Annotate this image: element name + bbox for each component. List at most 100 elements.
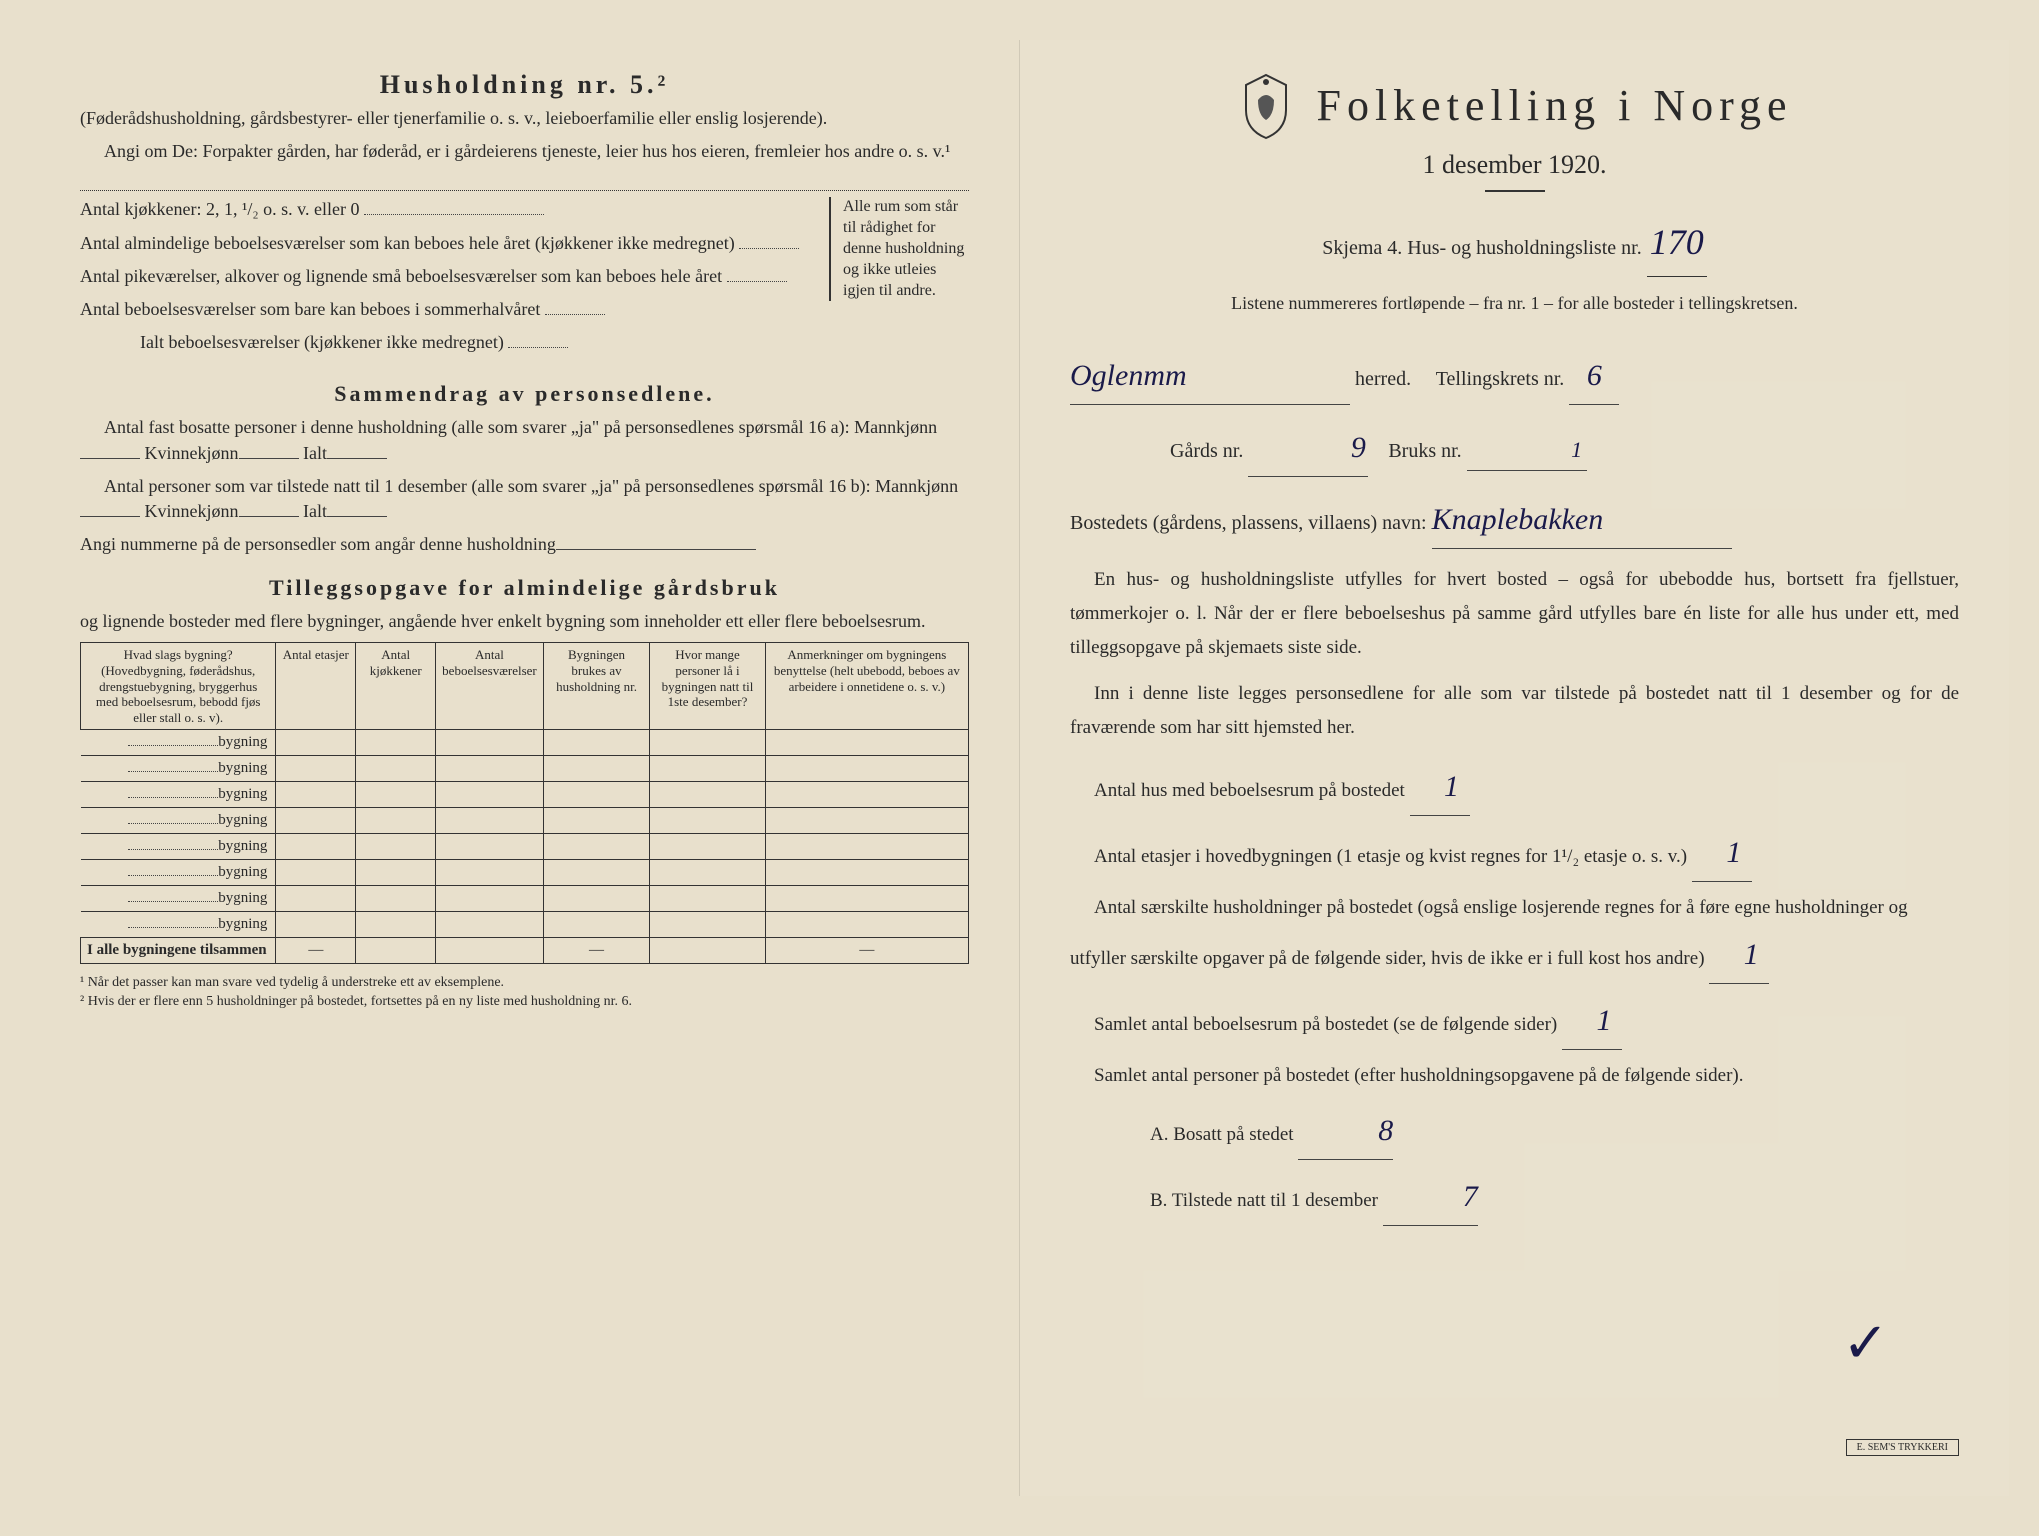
bygning-label: bygning [81, 756, 276, 782]
skjema-value: 170 [1647, 208, 1707, 277]
cell [765, 860, 968, 886]
para-2: Inn i denne liste legges personsedlene f… [1070, 677, 1959, 745]
ialt-blank [508, 347, 568, 348]
cell [276, 886, 356, 912]
cell [765, 886, 968, 912]
cell [276, 756, 356, 782]
cell [436, 886, 544, 912]
cell [765, 782, 968, 808]
total-blank-2 [436, 938, 544, 964]
table-header-row: Hvad slags bygning? (Hovedbygning, føder… [81, 643, 969, 730]
room-row-2: Antal pikeværelser, alkover og lignende … [80, 266, 722, 286]
herred-label: herred. [1355, 368, 1411, 390]
tillegg-sub: og lignende bosteder med flere bygninger… [80, 609, 969, 634]
cell [276, 860, 356, 886]
tilstede-label: B. Tilstede natt til 1 desember [1150, 1190, 1378, 1211]
samlet-beboelse-value: 1 [1562, 992, 1622, 1050]
table-row: bygning [81, 886, 969, 912]
cell [436, 808, 544, 834]
i1-blank [327, 458, 387, 459]
cell [276, 782, 356, 808]
cell [650, 886, 765, 912]
bruks-label: Bruks nr. [1388, 440, 1461, 462]
th-1: Hvad slags bygning? (Hovedbygning, føder… [81, 643, 276, 730]
title-row: Folketelling i Norge [1070, 70, 1959, 140]
i2-blank [327, 516, 387, 517]
angi-num: Angi nummerne på de personsedler som ang… [80, 534, 556, 554]
household-subheading: (Føderådshusholdning, gårdsbestyrer- ell… [80, 106, 969, 131]
cell [276, 808, 356, 834]
total-blank-1 [356, 938, 436, 964]
m1-blank [80, 458, 140, 459]
table-total-row: I alle bygningene tilsammen — — — [81, 938, 969, 964]
cell [356, 860, 436, 886]
cell [356, 886, 436, 912]
bostedets-label: Bostedets (gårdens, plassens, villaens) … [1070, 512, 1427, 534]
cell [650, 782, 765, 808]
cell [765, 834, 968, 860]
th-6: Hvor mange personer lå i bygningen natt … [650, 643, 765, 730]
angi-text: Angi om De: Forpakter gården, har føderå… [80, 139, 969, 164]
cell [765, 912, 968, 938]
bygning-label: bygning [81, 886, 276, 912]
bruks-value: 1 [1467, 429, 1587, 472]
th-4: Antal beboelsesværelser [436, 643, 544, 730]
skjema-label: Skjema 4. Hus- og husholdningsliste nr. [1322, 237, 1641, 259]
cell [276, 912, 356, 938]
cell [650, 860, 765, 886]
table-row: bygning [81, 730, 969, 756]
th-3: Antal kjøkkener [356, 643, 436, 730]
total-dash-1: — [276, 938, 356, 964]
cell [543, 730, 650, 756]
antal-hush-label: Antal særskilte husholdninger på bostede… [1070, 897, 1908, 969]
th-2: Antal etasjer [276, 643, 356, 730]
kvinne2: Kvinnekjønn [145, 501, 239, 521]
checkmark-icon: ✓ [1842, 1311, 1889, 1376]
ialt2: Ialt [303, 501, 327, 521]
kjokken-blank [364, 214, 544, 215]
ialt1: Ialt [303, 443, 327, 463]
room-blank-3 [545, 314, 605, 315]
buildings-table: Hvad slags bygning? (Hovedbygning, føder… [80, 642, 969, 964]
cell [543, 808, 650, 834]
bygning-label: bygning [81, 808, 276, 834]
footnote-2: ² Hvis der er flere enn 5 husholdninger … [80, 993, 969, 1011]
samm1-text: Antal fast bosatte personer i denne hush… [104, 417, 937, 437]
cell [543, 886, 650, 912]
tillegg-heading: Tilleggsopgave for almindelige gårdsbruk [80, 575, 969, 601]
th-5: Bygningen brukes av husholdning nr. [543, 643, 650, 730]
cell [765, 808, 968, 834]
bosatt-value: 8 [1298, 1102, 1393, 1160]
m2-blank [80, 516, 140, 517]
footnotes: ¹ Når det passer kan man svare ved tydel… [80, 974, 969, 1010]
cell [276, 730, 356, 756]
cell [650, 834, 765, 860]
tilstede-value: 7 [1383, 1168, 1478, 1226]
antal-etasjer-value: 1 [1692, 824, 1752, 882]
herred-value: Oglenmm [1070, 347, 1350, 405]
cell [543, 782, 650, 808]
room-blank-1 [739, 248, 799, 249]
cell [650, 730, 765, 756]
cell [765, 756, 968, 782]
cell [356, 756, 436, 782]
bygning-label: bygning [81, 860, 276, 886]
total-blank-3 [650, 938, 765, 964]
antal-hus-value: 1 [1410, 758, 1470, 816]
cell [436, 730, 544, 756]
antal-hus-label: Antal hus med beboelsesrum på bostedet [1094, 780, 1405, 801]
footnote-1: ¹ Når det passer kan man svare ved tydel… [80, 974, 969, 992]
cell [356, 730, 436, 756]
date-line: 1 desember 1920. [1070, 150, 1959, 180]
main-title: Folketelling i Norge [1316, 80, 1792, 131]
kjokken-label: Antal kjøkkener: 2, 1, ¹/₂ o. s. v. elle… [80, 199, 359, 219]
table-row: bygning [81, 782, 969, 808]
bygning-label: bygning [81, 912, 276, 938]
gards-label: Gårds nr. [1170, 440, 1243, 462]
bostedets-value: Knaplebakken [1432, 491, 1732, 549]
cell [436, 834, 544, 860]
table-row: bygning [81, 912, 969, 938]
household-heading: Husholdning nr. 5.² [80, 70, 969, 100]
summary-heading: Sammendrag av personsedlene. [80, 381, 969, 407]
listene-text: Listene nummereres fortløpende – fra nr.… [1070, 291, 1959, 316]
